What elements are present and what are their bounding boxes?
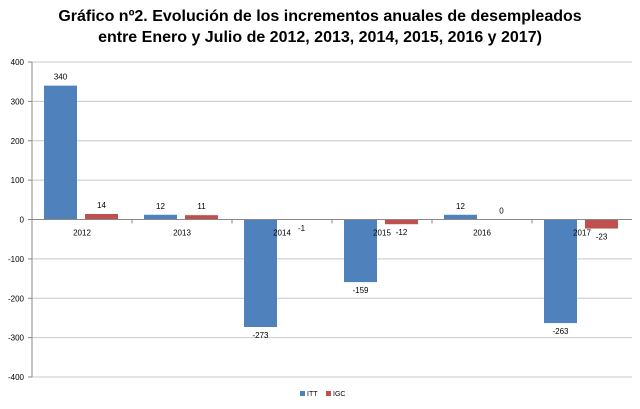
- legend-label-IGC: IGC: [333, 391, 345, 398]
- data-label-IGC-2017: -23: [596, 233, 608, 242]
- bars: [44, 85, 618, 327]
- data-label-ITT-2017: -263: [552, 327, 569, 336]
- chart-title-line-1: Gráfico nº2. Evolución de los incremento…: [58, 8, 582, 25]
- bar-ITT-2016: [444, 214, 477, 220]
- x-tick-label-2017: 2017: [573, 229, 591, 238]
- data-label-IGC-2016: 0: [499, 207, 504, 216]
- data-label-IGC-2012: 14: [97, 201, 106, 210]
- legend-swatch-ITT: [300, 391, 305, 396]
- chart-title: Gráfico nº2. Evolución de los incremento…: [0, 6, 640, 48]
- bar-ITT-2015: [344, 219, 377, 283]
- y-tick-label-7: 300: [11, 97, 25, 106]
- legend-swatch-IGC: [326, 391, 331, 396]
- bar-ITT-2013: [144, 214, 177, 220]
- bar-IGC-2015: [385, 219, 418, 225]
- y-tick-label-6: 200: [11, 137, 25, 146]
- data-label-ITT-2016: 12: [456, 202, 465, 211]
- data-label-ITT-2014: -273: [252, 331, 269, 340]
- x-tick-label-2015: 2015: [373, 229, 391, 238]
- x-tick-label-2016: 2016: [473, 229, 491, 238]
- y-tick-label-5: 100: [11, 176, 25, 185]
- axes: -400 -300 -200 -100 0 100 200 300 400 2012 2013 201…: [8, 58, 632, 382]
- y-tick-label-1: -300: [8, 334, 25, 343]
- legend-label-ITT: ITT: [307, 391, 318, 398]
- y-tick-label-2: -200: [8, 294, 25, 303]
- data-label-IGC-2013: 11: [197, 202, 206, 211]
- bar-ITT-2014: [244, 219, 277, 327]
- bar-ITT-2017: [544, 219, 577, 324]
- y-tick-label-3: -100: [8, 255, 25, 264]
- bar-IGC-2017: [585, 219, 618, 229]
- x-tick-label-2012: 2012: [73, 229, 91, 238]
- x-tick-label-2014: 2014: [273, 229, 291, 238]
- bar-IGC-2013: [185, 215, 218, 220]
- bar-IGC-2012: [85, 213, 118, 220]
- gridlines: [32, 61, 632, 378]
- y-tick-label-0: -400: [8, 373, 25, 382]
- chart-title-line-2: entre Enero y Julio de 2012, 2013, 2014,…: [98, 29, 542, 46]
- data-label-IGC-2014: -1: [298, 224, 306, 233]
- x-tick-label-2013: 2013: [173, 229, 191, 238]
- data-label-IGC-2015: -12: [396, 228, 408, 237]
- bar-ITT-2012: [44, 85, 77, 220]
- data-label-ITT-2013: 12: [156, 202, 165, 211]
- legend: ITT IGC: [300, 391, 345, 398]
- data-labels: 340 12 -273 -159 12 -263 14 11 -1 -12 0 -23: [54, 73, 608, 340]
- data-label-ITT-2015: -159: [352, 286, 369, 295]
- data-label-ITT-2012: 340: [54, 73, 68, 82]
- y-tick-label-4: 0: [20, 216, 25, 225]
- y-tick-label-8: 400: [11, 58, 25, 67]
